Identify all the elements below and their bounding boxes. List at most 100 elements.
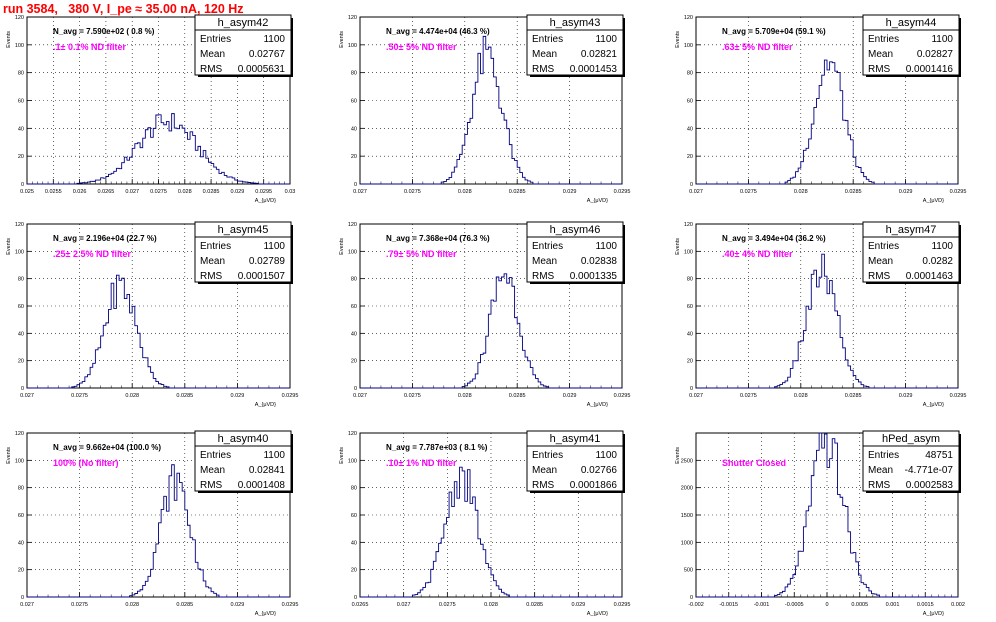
y-tick-label: 80	[687, 277, 693, 283]
x-tick-label: 0	[825, 602, 828, 608]
x-tick-label: 0.027	[125, 189, 139, 195]
stat-label-rms: RMS	[868, 271, 891, 282]
x-tick-label: 0.0295	[282, 602, 299, 608]
x-tick-label: -0.0015	[719, 602, 738, 608]
stat-value-mean: 0.02789	[249, 256, 286, 267]
y-tick-label: 40	[18, 540, 24, 546]
x-axis-label: A_{μVD}	[255, 402, 276, 408]
stat-label-entries: Entries	[200, 450, 231, 461]
y-axis-label: Events	[675, 238, 681, 255]
stat-label-rms: RMS	[532, 64, 555, 75]
histogram-line	[360, 35, 622, 185]
y-tick-label: 120	[684, 222, 693, 228]
x-tick-label: -0.0005	[785, 602, 804, 608]
y-axis-label: Events	[6, 238, 12, 255]
y-tick-label: 80	[18, 71, 24, 77]
y-axis-label: Events	[339, 31, 345, 48]
histogram-name: h_asym42	[218, 17, 269, 29]
y-tick-label: 0	[690, 595, 693, 601]
stats-box-shadow	[198, 282, 293, 284]
histogram-line	[360, 466, 622, 598]
stats-box	[526, 14, 624, 76]
x-tick-label: 0.0015	[917, 602, 934, 608]
x-tick-label: 0.0285	[176, 393, 193, 399]
y-tick-label: 1000	[681, 540, 693, 546]
histogram-panel-h_asym42: 0.025 0.0255 0.026 0.0265 0.027 0.0275 0.028 0.…	[6, 14, 295, 204]
x-tick-label: 0.028	[794, 189, 808, 195]
stat-label-entries: Entries	[532, 241, 563, 252]
x-tick-label: 0.029	[231, 602, 245, 608]
x-tick-label: 0.027	[353, 189, 367, 195]
filter-label: 100% (No filter)	[53, 458, 119, 468]
x-axis-label: A_{μVD}	[923, 611, 944, 617]
x-tick-label: 0.027	[689, 189, 703, 195]
x-tick-label: 0.0285	[845, 189, 862, 195]
y-tick-label: 60	[18, 304, 24, 310]
y-tick-label: 60	[687, 99, 693, 105]
y-tick-label: 20	[18, 568, 24, 574]
stat-value-rms: 0.0002583	[906, 480, 954, 491]
navg-label: N_avg = 9.662e+04 (100.0 %)	[53, 443, 161, 452]
histogram-panel-h_asym47: 0.027 0.0275 0.028 0.0285 0.029 0.0295 0 20 40 60…	[675, 221, 967, 408]
histogram-name: h_asym44	[886, 17, 937, 29]
y-axis-label: Events	[6, 31, 12, 48]
stat-label-rms: RMS	[532, 271, 555, 282]
y-tick-label: 0	[354, 386, 357, 392]
y-tick-label: 60	[351, 99, 357, 105]
stat-label-rms: RMS	[200, 480, 223, 491]
y-tick-label: 40	[351, 126, 357, 132]
stats-box-shadow	[959, 18, 961, 75]
stat-value-entries: 48751	[925, 450, 953, 461]
x-tick-label: 0.0285	[526, 602, 543, 608]
y-tick-label: 120	[348, 15, 357, 21]
stat-label-rms: RMS	[868, 64, 891, 75]
stat-value-mean: 0.02838	[581, 256, 618, 267]
y-tick-label: 0	[354, 182, 357, 188]
stat-label-mean: Mean	[868, 49, 893, 60]
y-tick-label: 80	[18, 486, 24, 492]
x-tick-label: 0.028	[178, 189, 192, 195]
filter-label: .10± 1% ND filter	[386, 458, 457, 468]
stat-label-rms: RMS	[200, 64, 223, 75]
stats-box-shadow	[623, 434, 625, 491]
stats-box-shadow	[866, 282, 961, 284]
stat-label-mean: Mean	[532, 256, 557, 267]
filter-label: Shutter Closed	[722, 458, 786, 468]
stats-box-shadow	[866, 75, 961, 77]
x-tick-label: 0.027	[20, 602, 34, 608]
histogram-name: h_asym46	[550, 224, 601, 236]
x-tick-label: 0.0295	[614, 602, 631, 608]
x-tick-label: 0.028	[484, 602, 498, 608]
stat-value-mean: 0.02841	[249, 465, 286, 476]
x-tick-label: 0.002	[951, 602, 965, 608]
x-tick-label: 0.0295	[950, 393, 967, 399]
y-tick-label: 120	[348, 222, 357, 228]
y-tick-label: 120	[15, 222, 24, 228]
x-tick-label: 0.0275	[404, 393, 421, 399]
x-axis-label: A_{μVD}	[923, 198, 944, 204]
navg-label: N_avg = 2.196e+04 (22.7 %)	[53, 234, 157, 243]
x-tick-label: 0.0275	[740, 393, 757, 399]
y-tick-label: 120	[348, 431, 357, 437]
filter-label: .50± 5% ND filter	[386, 42, 457, 52]
x-tick-label: 0.0285	[845, 393, 862, 399]
page-title: run 3584, 380 V, I_pe ≈ 35.00 nA, 120 Hz	[3, 2, 244, 16]
y-tick-label: 80	[351, 277, 357, 283]
x-tick-label: 0.0295	[614, 189, 631, 195]
y-tick-label: 120	[15, 15, 24, 21]
y-tick-label: 40	[687, 331, 693, 337]
x-tick-label: 0.0265	[97, 189, 114, 195]
x-tick-label: 0.025	[20, 189, 34, 195]
x-tick-label: 0.027	[689, 393, 703, 399]
stats-box	[862, 430, 960, 492]
x-tick-label: 0.0285	[176, 602, 193, 608]
stat-value-entries: 1100	[595, 34, 617, 45]
stat-label-mean: Mean	[532, 49, 557, 60]
histogram-panel-h_asym44: 0.027 0.0275 0.028 0.0285 0.029 0.0295 0 20 40 60…	[675, 14, 966, 204]
y-tick-label: 0	[21, 182, 24, 188]
y-tick-label: 0	[21, 386, 24, 392]
y-tick-label: 40	[351, 540, 357, 546]
stats-box	[526, 221, 624, 283]
stat-value-mean: 0.02821	[581, 49, 618, 60]
